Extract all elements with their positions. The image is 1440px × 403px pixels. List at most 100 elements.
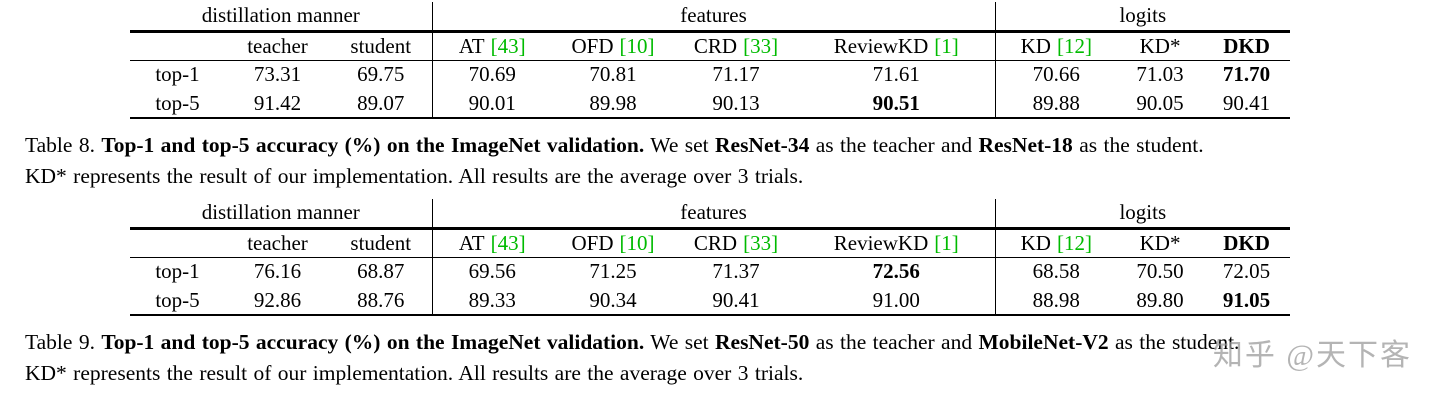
group-header-row: distillation manner features logits xyxy=(130,2,1291,33)
cell-t9-top5-kd: 88.98 xyxy=(994,286,1118,316)
cell-t8-top1-kd: 70.66 xyxy=(994,60,1118,89)
cell-t8-top5-reviewkd: 90.51 xyxy=(798,89,996,119)
row-label-top1: top-1 xyxy=(155,62,200,87)
cell-t9-top1-reviewkd: 72.56 xyxy=(872,259,920,284)
table-row-top5: top-5 92.86 88.76 89.33 90.34 90.41 91.0… xyxy=(130,286,1291,316)
header-teacher: teacher xyxy=(225,31,330,61)
header-student: student xyxy=(330,228,432,258)
cell-t8-top5-ofd: 89.98 xyxy=(552,89,674,119)
cell-t8-top5-dkd: 90.41 xyxy=(1203,89,1291,119)
table-9-caption: Table 9. Top-1 and top-5 accuracy (%) on… xyxy=(25,327,1415,389)
cell-t9-top5-ofd: 90.34 xyxy=(552,286,674,316)
caption-teacher-model: ResNet-34 xyxy=(715,133,810,157)
cell-t8-top5-student: 89.07 xyxy=(330,89,432,119)
column-header-row: teacher student AT [43] OFD [10] CRD [33] R… xyxy=(130,31,1291,61)
method-label-ofd: OFD xyxy=(571,33,614,58)
method-label-reviewkd: ReviewKD xyxy=(833,33,929,58)
cell-t8-top1-at: 70.69 xyxy=(431,60,552,89)
group-distillation-manner: distillation manner xyxy=(130,2,432,33)
cell-t9-top5-student: 88.76 xyxy=(330,286,432,316)
method-label-kd: KD xyxy=(1020,230,1051,255)
caption-text-line2: KD* represents the result of our impleme… xyxy=(25,361,804,385)
cell-t8-top1-dkd: 71.70 xyxy=(1222,62,1271,87)
cell-t8-top5-crd: 90.13 xyxy=(674,89,798,119)
caption-text: as the student. xyxy=(1115,330,1240,354)
cell-t9-top1-ofd: 71.25 xyxy=(589,259,637,284)
cell-t9-top5-crd: 90.41 xyxy=(674,286,798,316)
header-kd: KD [12] xyxy=(994,228,1118,258)
row-label-top5: top-5 xyxy=(130,89,225,119)
caption-title: Top-1 and top-5 accuracy (%) on the Imag… xyxy=(101,133,645,157)
table-row-top5: top-5 91.42 89.07 90.01 89.98 90.13 90.5… xyxy=(130,89,1291,119)
caption-number: Table 9. xyxy=(25,330,95,354)
caption-text: as the teacher and xyxy=(815,133,973,157)
group-features: features xyxy=(431,2,996,33)
header-kdstar: KD* xyxy=(1117,31,1204,61)
cell-t9-top1-kd: 68.58 xyxy=(994,257,1118,286)
citation-link-reviewkd[interactable]: [1] xyxy=(934,33,959,58)
caption-text-line2: KD* represents the result of our impleme… xyxy=(25,164,804,188)
cell-t9-top5-reviewkd: 91.00 xyxy=(798,286,996,316)
cell-t9-top1-crd: 71.37 xyxy=(712,259,760,284)
method-label-kd: KD xyxy=(1020,33,1051,58)
cell-t9-top5-kdstar: 89.80 xyxy=(1117,286,1204,316)
header-reviewkd: ReviewKD [1] xyxy=(798,228,996,258)
header-at: AT [43] xyxy=(431,228,552,258)
group-features: features xyxy=(431,199,996,230)
cell-t9-top5-teacher: 92.86 xyxy=(225,286,330,316)
method-label-crd: CRD xyxy=(693,230,738,255)
header-ofd: OFD [10] xyxy=(552,228,674,258)
header-at: AT [43] xyxy=(431,31,552,61)
method-label-crd: CRD xyxy=(693,33,738,58)
header-spacer xyxy=(130,228,225,258)
results-table-8: distillation manner features logits teac… xyxy=(130,2,1291,119)
citation-link-ofd[interactable]: [10] xyxy=(619,230,655,255)
caption-number: Table 8. xyxy=(25,133,95,157)
cell-t9-top1-dkd: 72.05 xyxy=(1222,259,1271,284)
cell-t8-top5-kdstar: 90.05 xyxy=(1117,89,1204,119)
caption-text: as the student. xyxy=(1079,133,1204,157)
group-logits: logits xyxy=(994,2,1291,33)
caption-text: We set xyxy=(650,330,709,354)
method-label-at: AT xyxy=(458,33,485,58)
header-crd: CRD [33] xyxy=(674,228,798,258)
group-distillation-manner: distillation manner xyxy=(130,199,432,230)
header-kd: KD [12] xyxy=(994,31,1118,61)
citation-link-crd[interactable]: [33] xyxy=(743,230,779,255)
cell-t8-top5-at: 90.01 xyxy=(431,89,552,119)
header-dkd: DKD xyxy=(1203,31,1291,61)
caption-teacher-model: ResNet-50 xyxy=(715,330,810,354)
citation-link-kd[interactable]: [12] xyxy=(1056,230,1092,255)
row-label-top5: top-5 xyxy=(130,286,225,316)
cell-t8-top1-teacher: 73.31 xyxy=(253,62,302,87)
cell-t8-top1-ofd: 70.81 xyxy=(589,62,637,87)
column-header-row: teacher student AT [43] OFD [10] CRD [33] R… xyxy=(130,228,1291,258)
header-ofd: OFD [10] xyxy=(552,31,674,61)
caption-student-model: MobileNet-V2 xyxy=(978,330,1109,354)
header-teacher: teacher xyxy=(225,228,330,258)
citation-link-at[interactable]: [43] xyxy=(490,33,526,58)
cell-t9-top5-dkd: 91.05 xyxy=(1203,286,1291,316)
method-label-at: AT xyxy=(458,230,485,255)
cell-t8-top1-reviewkd: 71.61 xyxy=(872,62,920,87)
group-header-row: distillation manner features logits xyxy=(130,199,1291,230)
citation-link-reviewkd[interactable]: [1] xyxy=(934,230,959,255)
table-row-top1: top-1 73.31 69.75 70.69 70.81 71.17 71.6… xyxy=(130,60,1290,89)
table-row-top1: top-1 76.16 68.87 69.56 71.25 71.37 72.5… xyxy=(130,257,1290,286)
results-table-9: distillation manner features logits teac… xyxy=(130,199,1291,316)
header-reviewkd: ReviewKD [1] xyxy=(798,31,996,61)
caption-title: Top-1 and top-5 accuracy (%) on the Imag… xyxy=(101,330,645,354)
citation-link-crd[interactable]: [33] xyxy=(743,33,779,58)
caption-text: We set xyxy=(650,133,709,157)
cell-t9-top1-student: 68.87 xyxy=(357,259,405,284)
caption-student-model: ResNet-18 xyxy=(978,133,1073,157)
citation-link-kd[interactable]: [12] xyxy=(1056,33,1092,58)
citation-link-at[interactable]: [43] xyxy=(490,230,526,255)
method-label-reviewkd: ReviewKD xyxy=(833,230,929,255)
cell-t8-top5-teacher: 91.42 xyxy=(225,89,330,119)
row-label-top1: top-1 xyxy=(155,259,200,284)
header-dkd: DKD xyxy=(1203,228,1291,258)
citation-link-ofd[interactable]: [10] xyxy=(619,33,655,58)
cell-t9-top1-at: 69.56 xyxy=(431,257,552,286)
